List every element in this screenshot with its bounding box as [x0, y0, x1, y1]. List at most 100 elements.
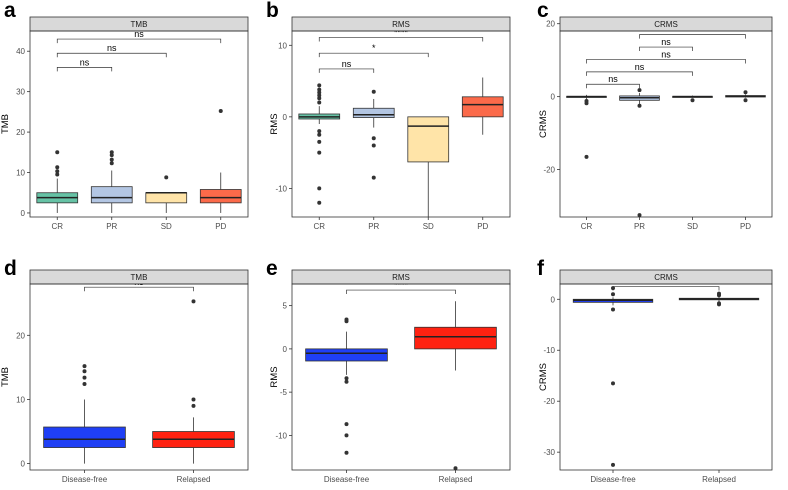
- outlier-point: [611, 462, 615, 467]
- significance-label: *: [372, 43, 376, 53]
- comparison-bracket: ns: [318, 59, 375, 73]
- outlier-point: [109, 150, 114, 155]
- x-tick-label: PD: [477, 222, 488, 231]
- box-pr: [352, 89, 395, 180]
- y-axis-label: TMB: [0, 114, 11, 134]
- y-tick-label: 0: [551, 93, 556, 102]
- outlier-point: [344, 422, 349, 427]
- y-tick-label: -5: [280, 388, 288, 397]
- bracket-line: [56, 52, 167, 58]
- box-iqr: [414, 326, 497, 350]
- bracket-line: [612, 286, 720, 291]
- y-tick-label: 20: [16, 128, 25, 137]
- y-tick-label: 0: [283, 345, 288, 354]
- bracket-line: [639, 34, 746, 39]
- y-tick-label: 30: [16, 88, 25, 97]
- outlier-point: [317, 129, 322, 134]
- outlier-point: [584, 99, 589, 104]
- outlier-point: [317, 90, 322, 95]
- box-iqr: [199, 189, 242, 204]
- significance-label: ns: [635, 62, 645, 72]
- outlier-point: [164, 175, 169, 180]
- comparison-bracket: ns: [586, 62, 693, 76]
- comparison-bracket: **: [612, 284, 720, 291]
- x-tick-label: PD: [215, 222, 226, 231]
- bracket-line: [318, 52, 429, 58]
- box-disease-free: [305, 317, 388, 455]
- outlier-point: [55, 169, 60, 174]
- outlier-point: [55, 172, 60, 177]
- x-tick-label: SD: [687, 222, 698, 231]
- plot-area: ****: [305, 280, 497, 470]
- plot-area: ns*****: [298, 31, 504, 217]
- box-pr: [619, 88, 660, 217]
- outlier-point: [317, 96, 322, 101]
- strip-title: CRMS: [654, 273, 678, 282]
- x-tick-label: CR: [581, 222, 593, 231]
- outlier-point: [611, 307, 615, 312]
- significance-label: ns: [107, 43, 117, 53]
- outlier-point: [637, 213, 642, 217]
- x-tick-label: Disease-free: [324, 475, 370, 484]
- outlier-point: [82, 375, 87, 380]
- outlier-point: [317, 83, 322, 88]
- panel-label: f: [537, 257, 545, 280]
- outlier-point: [717, 291, 721, 296]
- box-pd: [725, 90, 766, 103]
- outlier-point: [611, 381, 615, 386]
- x-tick-label: Relapsed: [702, 475, 736, 484]
- outlier-point: [82, 369, 87, 374]
- outlier-point: [371, 175, 376, 180]
- outlier-point: [55, 165, 60, 170]
- x-tick-label: CR: [313, 222, 325, 231]
- panel-label: d: [4, 257, 17, 280]
- y-tick-label: 0: [21, 209, 26, 218]
- significance-label: ****: [394, 280, 409, 290]
- strip-title: TMB: [131, 20, 148, 29]
- bracket-line: [56, 38, 222, 44]
- significance-label: ns: [661, 37, 671, 47]
- y-tick-label: 20: [16, 331, 25, 340]
- comparison-bracket: ns: [56, 57, 113, 72]
- panel-label: e: [266, 257, 278, 280]
- outlier-point: [218, 109, 223, 114]
- bracket-line: [318, 68, 375, 73]
- outlier-point: [611, 292, 615, 297]
- outlier-point: [82, 382, 87, 387]
- y-tick-label: 0: [283, 113, 288, 122]
- box-sd: [672, 95, 713, 103]
- box-cr: [298, 83, 341, 205]
- significance-label: ns: [134, 277, 144, 287]
- box-relapsed: [678, 291, 760, 307]
- comparison-bracket: ns: [56, 29, 222, 44]
- bracket-line: [586, 59, 746, 64]
- x-tick-label: PR: [368, 222, 379, 231]
- x-tick-label: Disease-free: [590, 475, 636, 484]
- outlier-point: [317, 200, 322, 205]
- significance-label: ns: [80, 57, 90, 67]
- box-pr: [90, 150, 133, 213]
- comparison-bracket: ****: [346, 280, 456, 295]
- comparison-bracket: ns: [639, 37, 693, 52]
- y-tick-label: 5: [283, 302, 288, 311]
- outlier-point: [371, 89, 376, 94]
- comparison-bracket: ns: [84, 277, 194, 292]
- plot-area: ns: [43, 277, 235, 464]
- y-axis-label: RMS: [269, 113, 280, 134]
- outlier-point: [344, 376, 349, 381]
- y-tick-label: -10: [275, 184, 287, 193]
- strip-title: RMS: [392, 273, 410, 282]
- panel-label: b: [266, 0, 279, 22]
- y-tick-label: -30: [543, 448, 555, 457]
- box-cr: [36, 150, 79, 213]
- comparison-bracket: **: [639, 31, 746, 39]
- outlier-point: [317, 87, 322, 92]
- significance-label: ns: [134, 29, 144, 39]
- box-disease-free: [43, 364, 126, 464]
- outlier-point: [371, 136, 376, 141]
- y-tick-label: -20: [543, 397, 555, 406]
- box-iqr: [90, 186, 133, 204]
